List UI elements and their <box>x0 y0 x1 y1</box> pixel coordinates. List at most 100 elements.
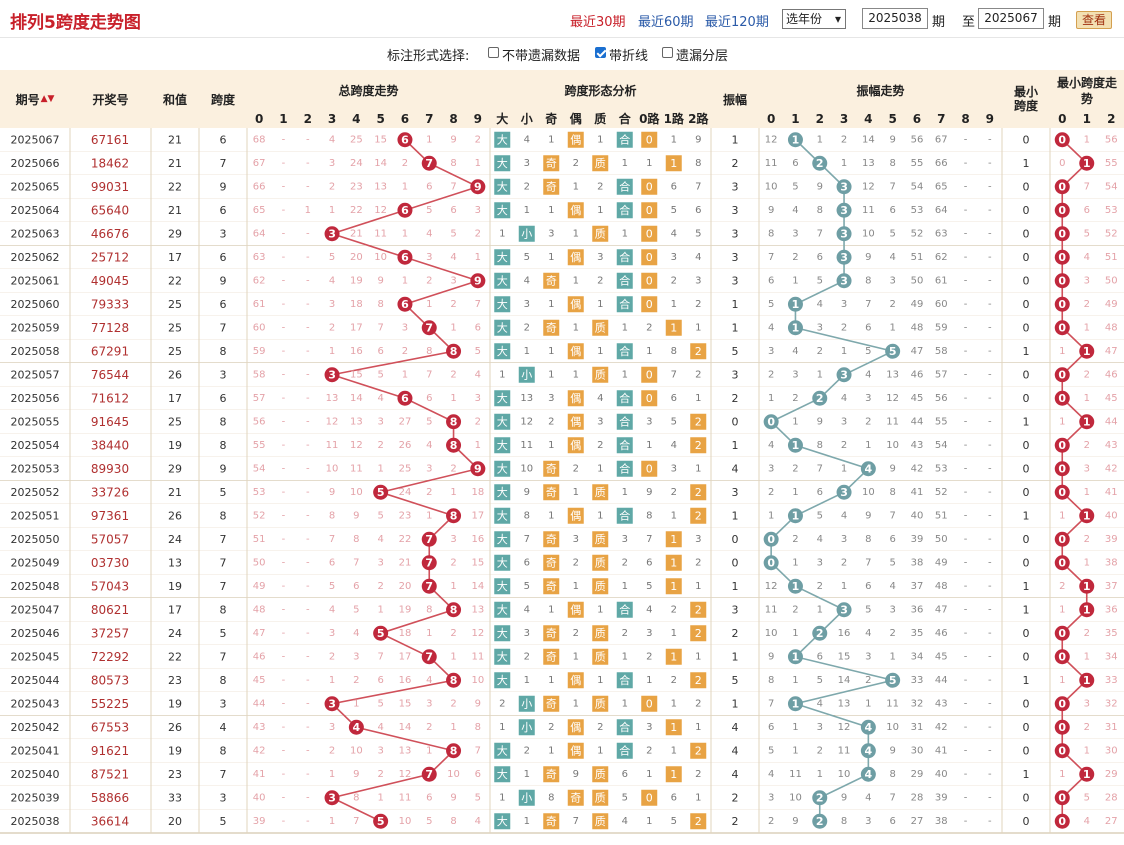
amp-cell: 1 <box>732 580 739 593</box>
shape-miss-cell: 1 <box>597 299 603 310</box>
recent-60-link[interactable]: 最近60期 <box>638 15 694 30</box>
span-miss-cell: 2 <box>402 158 408 169</box>
span-miss-cell: 1 <box>402 228 408 239</box>
amp-miss-cell: 27 <box>911 816 924 827</box>
year-select[interactable]: 选年份 ▾ <box>782 9 846 29</box>
shape-miss-cell: 3 <box>646 628 652 639</box>
shape-tag-text: 0 <box>646 368 653 381</box>
shape-tag-text: 奇 <box>546 627 557 640</box>
shape-tag <box>543 554 560 571</box>
amp-digit-header: 9 <box>985 112 995 126</box>
span-miss-cell: - <box>306 816 310 827</box>
min-ball <box>1054 790 1070 806</box>
span-cell: 5 <box>220 486 227 499</box>
min-ball-label: 0 <box>1058 815 1066 828</box>
shape-tag-text: 0 <box>646 227 653 240</box>
shape-miss-cell: 2 <box>622 557 628 568</box>
min-ball-label: 0 <box>1058 251 1066 264</box>
amp-miss-cell: 7 <box>865 299 871 310</box>
amp-miss-cell: 2 <box>865 675 871 686</box>
shape-tag-text: 奇 <box>546 768 557 781</box>
shape-tag <box>592 813 609 830</box>
shape-tag <box>543 531 560 548</box>
amp-ball <box>812 390 828 406</box>
span-miss-cell: 7 <box>329 534 335 545</box>
shape-miss-cell: 5 <box>646 581 652 592</box>
shape-miss-cell: 9 <box>695 134 701 145</box>
span-miss-cell: 2 <box>377 581 383 592</box>
span-miss-cell: 42 <box>253 745 266 756</box>
amp-miss-cell: - <box>988 275 992 286</box>
amp-miss-cell: 53 <box>911 205 924 216</box>
span-cell: 3 <box>220 368 227 381</box>
span-miss-cell: 3 <box>329 628 335 639</box>
shape-tag-text: 合 <box>619 461 630 475</box>
span-ball <box>446 414 462 430</box>
min-ball <box>1054 179 1070 195</box>
amp-miss-cell: - <box>988 158 992 169</box>
span-miss-cell: - <box>306 463 310 474</box>
amp-miss-cell: 34 <box>911 651 924 662</box>
span-miss-cell: 5 <box>329 581 335 592</box>
amp-cell: 2 <box>732 791 739 804</box>
amp-miss-cell: 6 <box>865 322 871 333</box>
shape-tag <box>494 554 511 571</box>
min-ball <box>1054 202 1070 218</box>
span-miss-cell: 10 <box>326 463 339 474</box>
span-miss-cell: - <box>282 534 286 545</box>
issue-cell: 2025051 <box>11 509 60 522</box>
amp-miss-cell: 42 <box>935 722 948 733</box>
shape-tag <box>543 272 560 289</box>
amp-miss-cell: 32 <box>911 698 924 709</box>
shape-tag-text: 1 <box>670 321 677 334</box>
amp-miss-cell: 55 <box>935 416 948 427</box>
opt-line-checkbox[interactable] <box>595 47 606 58</box>
issue-cell: 2025048 <box>11 580 60 593</box>
to-issue-input[interactable]: 2025067 <box>978 8 1044 29</box>
span-miss-cell: 1 <box>426 745 432 756</box>
span-miss-cell: 2 <box>329 181 335 192</box>
amp-miss-cell: 2 <box>841 322 847 333</box>
shape-miss-cell: 5 <box>671 816 677 827</box>
amp-miss-cell: - <box>988 416 992 427</box>
opt-no-missing-checkbox[interactable] <box>488 47 499 58</box>
span-miss-cell: - <box>306 158 310 169</box>
amp-ball <box>787 649 803 665</box>
span-miss-cell: 44 <box>253 698 266 709</box>
span-miss-cell: 8 <box>353 792 359 803</box>
span-cell: 7 <box>220 556 227 569</box>
recent-30-link[interactable]: 最近30期 <box>570 15 626 30</box>
shape-tag <box>665 319 682 336</box>
shape-tag <box>665 719 682 736</box>
amp-miss-cell: 4 <box>768 440 774 451</box>
span-ball-label: 9 <box>474 180 482 193</box>
shape-tag <box>641 366 658 383</box>
sum-cell: 25 <box>168 298 182 311</box>
shape-tag <box>494 319 511 336</box>
span-miss-cell: 3 <box>402 322 408 333</box>
span-miss-cell: 51 <box>253 534 266 545</box>
query-button[interactable]: 查看 <box>1076 11 1112 29</box>
span-miss-cell: - <box>282 346 286 357</box>
opt-layer-checkbox[interactable] <box>662 47 673 58</box>
amp-miss-cell: 63 <box>935 228 948 239</box>
amp-cell: 3 <box>732 204 739 217</box>
span-miss-cell: 2 <box>450 698 456 709</box>
span-miss-cell: 16 <box>471 534 484 545</box>
recent-120-link[interactable]: 最近120期 <box>705 15 769 30</box>
span-miss-cell: 18 <box>350 299 363 310</box>
shape-tag-text: 质 <box>595 321 606 334</box>
from-issue-input[interactable]: 2025038 <box>862 8 928 29</box>
span-miss-cell: 5 <box>426 416 432 427</box>
span-miss-cell: 3 <box>426 252 432 263</box>
amp-miss-cell: - <box>988 604 992 615</box>
span-miss-cell: - <box>306 510 310 521</box>
amp-miss-cell: 57 <box>935 369 948 380</box>
span-cell: 6 <box>220 204 227 217</box>
span-miss-cell: 56 <box>253 416 266 427</box>
col-issue-header[interactable]: 期号 ▲▼ <box>0 70 70 128</box>
span-miss-cell: - <box>306 722 310 733</box>
shape-tag-text: 奇 <box>546 462 557 475</box>
shape-miss-cell: 8 <box>548 792 554 803</box>
amp-ball-label: 2 <box>816 627 824 640</box>
